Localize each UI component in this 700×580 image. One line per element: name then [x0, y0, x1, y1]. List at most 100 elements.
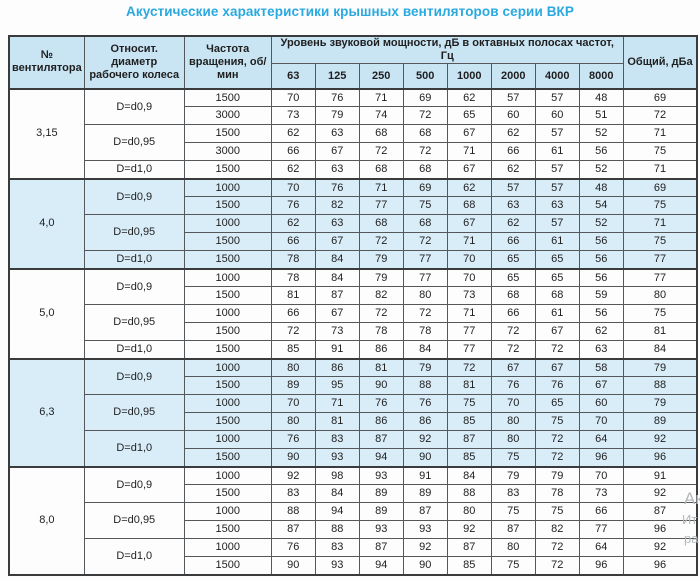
table-row: 5,0 D=d0,9 1000 78 84 79 77 70 65 65 56 77: [8, 267, 698, 360]
speed-value: 1000: [183, 502, 272, 522]
total-value: 80: [622, 286, 698, 306]
col-header-freq-250: 250: [358, 63, 404, 90]
total-value: 88: [622, 376, 698, 396]
table-row: 1500 66 67 72 72 71 66 61 56 75: [9, 232, 698, 252]
spl-value: 66: [578, 502, 624, 522]
spl-value: 86: [358, 412, 404, 432]
fan-number: 4,0: [8, 177, 85, 270]
fan-number: 5,0: [8, 267, 85, 360]
spl-value: 72: [534, 448, 580, 468]
total-value: 79: [622, 357, 698, 378]
table-row: D=d1,0 1500 62 63 68 68 67 62 57 52 71: [9, 160, 698, 180]
spl-value: 63: [534, 196, 580, 216]
spl-value: 57: [534, 87, 580, 108]
spl-value: 72: [402, 232, 448, 252]
spl-value: 65: [534, 267, 580, 288]
spl-value: 88: [402, 376, 448, 396]
spl-value: 52: [578, 214, 624, 234]
col-header-freq-500: 500: [402, 63, 448, 90]
diameter-label: D=d0,9: [83, 357, 185, 396]
spl-value: 92: [402, 538, 448, 558]
watermark-fragment: Ит: [682, 512, 698, 527]
spl-value: 72: [534, 430, 580, 450]
spl-value: 86: [314, 357, 360, 378]
spl-value: 73: [446, 286, 492, 306]
spl-value: 64: [578, 538, 624, 558]
spl-value: 72: [534, 340, 580, 360]
table-row: D=d0,95 1500 62 63 68 68 67 62 57 52 71: [9, 124, 698, 162]
spl-value: 83: [490, 484, 536, 504]
spl-value: 70: [578, 465, 624, 486]
spl-value: 56: [578, 232, 624, 252]
spl-value: 56: [578, 267, 624, 288]
spl-value: 71: [314, 394, 360, 414]
speed-value: 1500: [183, 322, 272, 342]
spl-value: 62: [490, 214, 536, 234]
spl-value: 77: [402, 267, 448, 288]
total-value: 84: [622, 340, 698, 360]
spl-value: 52: [578, 124, 624, 144]
spl-value: 72: [358, 304, 404, 324]
col-header-freq-125: 125: [314, 63, 360, 90]
col-header-freq-63: 63: [270, 63, 316, 90]
spl-value: 87: [358, 430, 404, 450]
spl-value: 87: [490, 520, 536, 540]
diameter-label: D=d1,0: [83, 340, 185, 360]
page-title: Акустические характеристики крышных вент…: [125, 4, 574, 19]
spl-value: 77: [358, 196, 404, 216]
speed-value: 1500: [183, 286, 272, 306]
spl-value: 57: [534, 160, 580, 180]
spl-value: 72: [358, 142, 404, 162]
spl-value: 93: [402, 520, 448, 540]
spl-value: 92: [270, 465, 316, 486]
diameter-label: D=d1,0: [83, 160, 185, 180]
spl-value: 56: [578, 142, 624, 162]
spl-value: 81: [270, 286, 316, 306]
speed-value: 1000: [183, 357, 272, 378]
spl-value: 63: [314, 214, 360, 234]
table-row: 1500 81 87 82 80 73 68 68 59 80: [9, 286, 698, 306]
spl-value: 66: [270, 232, 316, 252]
spl-value: 65: [490, 267, 536, 288]
spl-value: 65: [490, 250, 536, 270]
spl-value: 72: [402, 304, 448, 324]
spl-value: 89: [270, 376, 316, 396]
speed-value: 1500: [183, 124, 272, 144]
spl-value: 67: [534, 322, 580, 342]
total-value: 69: [622, 177, 698, 198]
total-value: 92: [622, 430, 698, 450]
speed-value: 1500: [183, 448, 272, 468]
spl-value: 56: [578, 250, 624, 270]
spl-value: 69: [402, 177, 448, 198]
table-row: 1500 72 73 78 78 77 72 67 62 81: [9, 322, 698, 342]
spl-value: 78: [270, 250, 316, 270]
spl-value: 94: [358, 556, 404, 576]
spl-value: 80: [446, 502, 492, 522]
header-row-frequencies: 63 125 250 500 1000 2000 4000 8000: [9, 63, 697, 90]
spl-value: 84: [314, 250, 360, 270]
spl-value: 72: [402, 106, 448, 126]
table-row: 6,3 D=d0,9 1000 80 86 81 79 72 67 67 58 79: [8, 357, 698, 468]
spl-value: 60: [578, 394, 624, 414]
spl-value: 80: [402, 286, 448, 306]
spl-value: 87: [270, 520, 316, 540]
spl-value: 62: [490, 160, 536, 180]
spl-value: 84: [446, 465, 492, 486]
diameter-label: D=d0,95: [83, 124, 185, 162]
diameter-label: D=d0,9: [83, 465, 185, 504]
col-header-diameter: Относит. диаметр рабочего колеса: [83, 35, 185, 90]
speed-value: 3000: [183, 142, 272, 162]
table-row: D=d1,0 1500 78 84 79 77 70 65 65 56 77: [9, 250, 698, 270]
spl-value: 76: [314, 177, 360, 198]
spl-value: 75: [490, 448, 536, 468]
spl-value: 70: [270, 87, 316, 108]
spl-value: 93: [314, 556, 360, 576]
spl-value: 66: [490, 304, 536, 324]
spl-value: 95: [314, 376, 360, 396]
spl-value: 76: [358, 394, 404, 414]
spl-value: 70: [270, 177, 316, 198]
spl-value: 84: [314, 484, 360, 504]
spl-value: 79: [358, 250, 404, 270]
diameter-label: D=d1,0: [83, 538, 185, 576]
speed-value: 1500: [183, 412, 272, 432]
